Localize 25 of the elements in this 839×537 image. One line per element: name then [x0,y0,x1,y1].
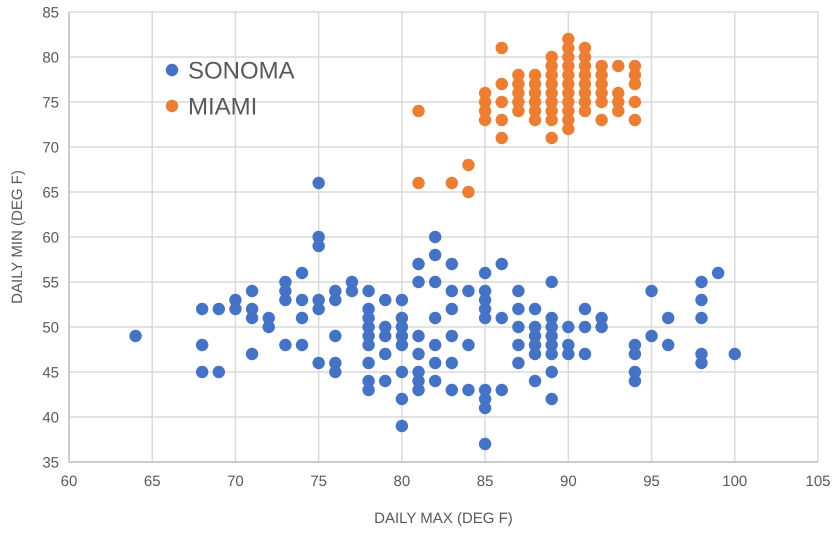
x-tick-label: 85 [476,473,494,490]
y-tick-label: 35 [42,454,59,472]
y-axis-title: DAILY MIN (DEG F) [9,170,26,304]
y-tick-label: 65 [42,184,59,202]
y-tick-label: 60 [42,229,59,246]
x-tick-label: 100 [722,473,748,490]
x-tick-label: 75 [310,473,328,490]
y-tick-label: 70 [42,139,59,156]
x-tick-label: 95 [643,473,660,490]
y-tick-label: 85 [42,4,59,22]
y-tick-label: 80 [42,49,59,66]
x-tick-label: 65 [144,473,161,490]
y-tick-label: 40 [42,409,59,426]
x-tick-label: 80 [394,473,410,490]
x-axis-title: DAILY MAX (DEG F) [374,510,513,527]
x-tick-label: 90 [560,473,577,490]
x-tick-label: 70 [227,473,244,490]
y-tick-label: 55 [42,274,59,292]
y-tick-label: 45 [42,364,59,382]
x-tick-label: 60 [60,473,78,490]
x-tick-label: 105 [805,473,831,490]
legend-label: MIAMI [188,93,258,120]
legend-label: SONOMA [188,57,295,84]
y-tick-label: 75 [42,94,59,112]
y-tick-label: 50 [42,319,59,336]
